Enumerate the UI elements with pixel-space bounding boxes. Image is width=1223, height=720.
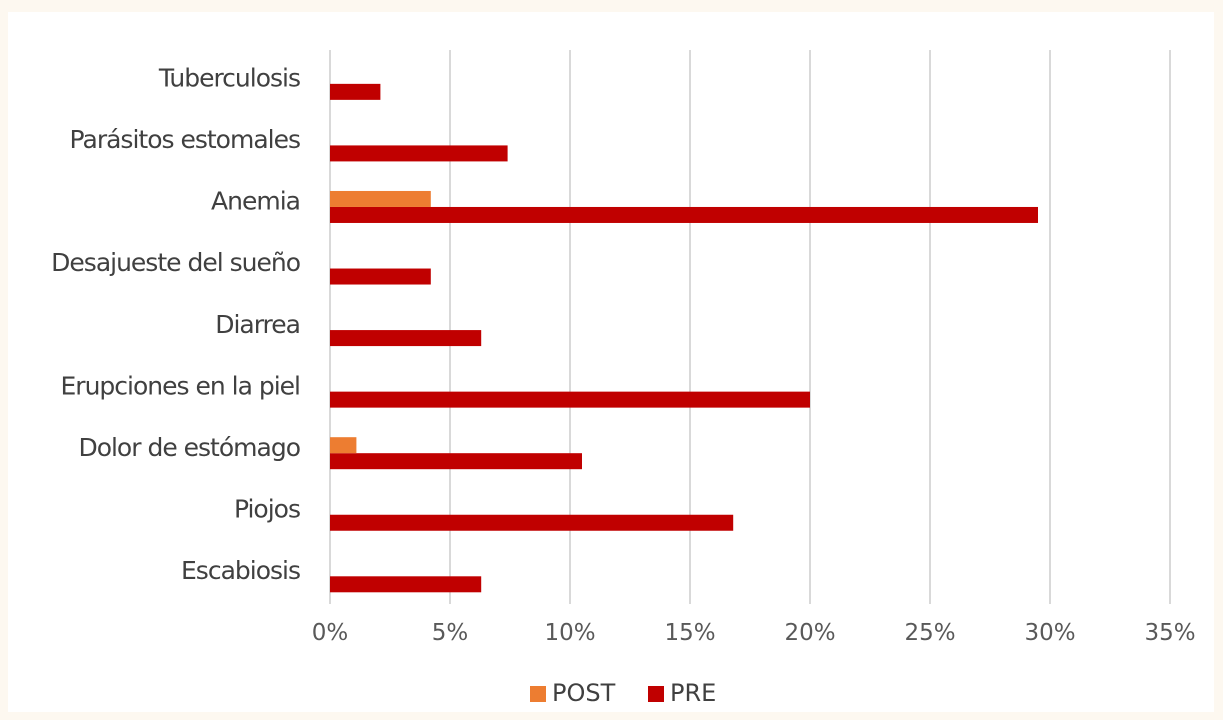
legend-label-pre: PRE [670, 679, 716, 707]
category-label-tuberculosis: Tuberculosis [158, 64, 300, 93]
category-label-desajueste-del-sueno: Desajueste del sueño [51, 248, 300, 277]
x-tick-5: 5% [432, 620, 469, 646]
bar-pre-diarrea [330, 330, 482, 347]
bar-pre-parasitos-estomales [330, 145, 508, 162]
x-tick-0: 0% [312, 620, 349, 646]
category-labels: Tuberculosis Parásitos estomales Anemia Des… [51, 64, 301, 585]
bar-pre-desajueste-del-sueno [330, 268, 431, 285]
bar-pre-tuberculosis [330, 83, 381, 100]
legend: POST PRE [530, 679, 716, 707]
bar-chart: Tuberculosis Parásitos estomales Anemia Des… [51, 50, 1196, 707]
x-tick-30: 30% [1024, 620, 1075, 646]
category-label-escabiosis: Escabiosis [181, 556, 300, 585]
legend-swatch-pre [648, 686, 664, 702]
x-tick-labels: 0% 5% 10% 15% 20% 25% 30% 35% [312, 620, 1196, 646]
bar-pre-dolor-de-estomago [330, 453, 582, 470]
x-tick-20: 20% [784, 620, 835, 646]
category-label-piojos: Piojos [234, 494, 300, 523]
category-label-parasitos-estomales: Parásitos estomales [70, 125, 300, 154]
chart-container: Tuberculosis Parásitos estomales Anemia Des… [8, 12, 1214, 712]
legend-swatch-post [530, 686, 546, 702]
bar-pre-escabiosis [330, 576, 482, 593]
x-tick-25: 25% [904, 620, 955, 646]
bar-pre-piojos [330, 514, 734, 531]
x-tick-35: 35% [1144, 620, 1195, 646]
bar-post-dolor-de-estomago [330, 437, 357, 454]
bar-post-anemia [330, 190, 431, 207]
category-label-anemia: Anemia [211, 187, 300, 216]
category-label-dolor-de-estomago: Dolor de estómago [78, 433, 300, 462]
category-label-erupciones-en-la-piel: Erupciones en la piel [61, 371, 301, 400]
bar-pre-erupciones-en-la-piel [330, 391, 810, 408]
category-label-diarrea: Diarrea [215, 310, 300, 339]
legend-label-post: POST [552, 679, 616, 707]
gridlines [329, 50, 1171, 604]
bar-pre-anemia [330, 206, 1038, 223]
x-tick-15: 15% [664, 620, 715, 646]
x-tick-10: 10% [544, 620, 595, 646]
bars [330, 83, 1038, 593]
